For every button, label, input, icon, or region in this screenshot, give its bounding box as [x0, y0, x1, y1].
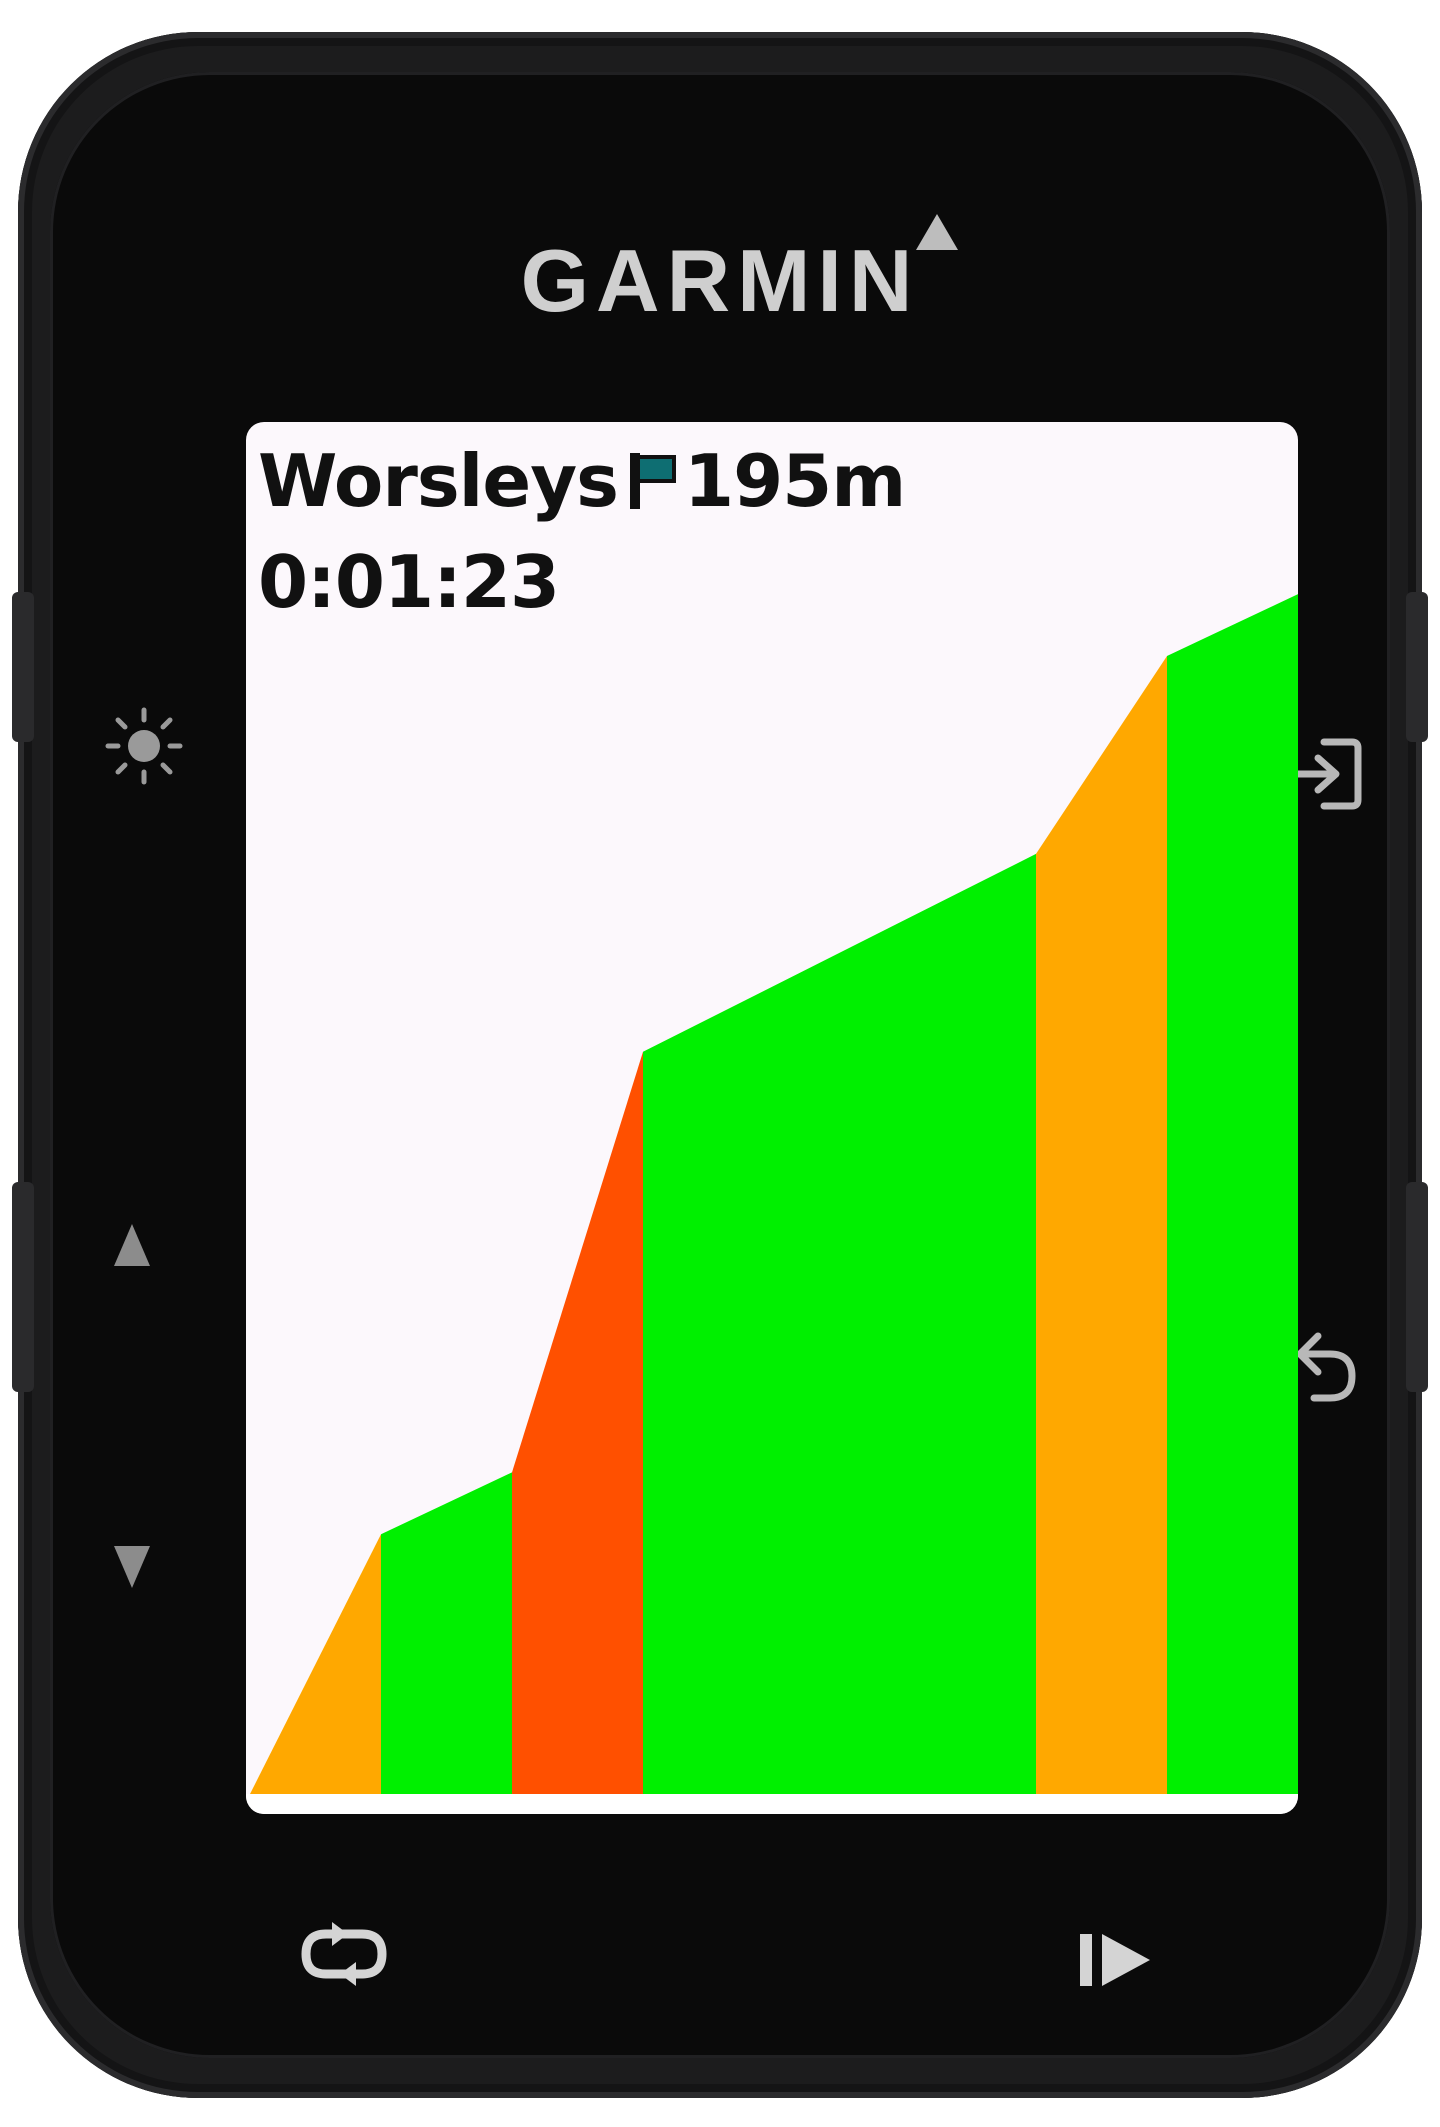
- device-bezel: GARMIN: [50, 72, 1390, 2058]
- scroll-down-arrow-icon[interactable]: [112, 1544, 152, 1590]
- finish-flag-icon: [629, 453, 676, 509]
- distance-to-go: 195m: [683, 439, 906, 523]
- profile-segment-4-easy: [643, 853, 1036, 1794]
- profile-segment-6-easy: [1167, 594, 1298, 1794]
- garmin-device: GARMIN: [12, 32, 1428, 2098]
- profile-segment-1-moderate: [250, 1534, 381, 1794]
- side-button-right-upper[interactable]: [1406, 592, 1428, 742]
- side-button-left-lower[interactable]: [12, 1182, 34, 1392]
- segment-header: Worsleys 195m: [258, 436, 906, 526]
- start-stop-icon[interactable]: [1078, 1930, 1154, 1990]
- profile-segment-5-moderate: [1036, 655, 1167, 1795]
- segment-name: Worsleys: [258, 439, 619, 523]
- profile-segment-2-easy: [381, 1472, 512, 1794]
- elapsed-time: 0:01:23: [258, 540, 560, 624]
- side-button-right-lower[interactable]: [1406, 1182, 1428, 1392]
- device-screen: Worsleys 195m 0:01:23: [246, 422, 1298, 1814]
- lap-icon[interactable]: [296, 1922, 392, 1986]
- backlight-sun-icon[interactable]: [102, 704, 186, 788]
- brand-triangle-icon: [916, 214, 958, 250]
- brand-logo: GARMIN: [520, 231, 920, 330]
- elevation-profile-chart: [250, 594, 1298, 1795]
- back-icon[interactable]: [1286, 1324, 1366, 1408]
- scroll-up-arrow-icon[interactable]: [112, 1222, 152, 1268]
- side-button-left-upper[interactable]: [12, 592, 34, 742]
- profile-segment-3-steep: [512, 1051, 643, 1794]
- screen-baseline: [246, 1794, 1298, 1814]
